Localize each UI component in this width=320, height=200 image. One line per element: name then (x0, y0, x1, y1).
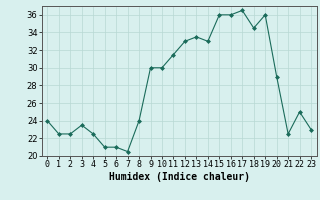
X-axis label: Humidex (Indice chaleur): Humidex (Indice chaleur) (109, 172, 250, 182)
